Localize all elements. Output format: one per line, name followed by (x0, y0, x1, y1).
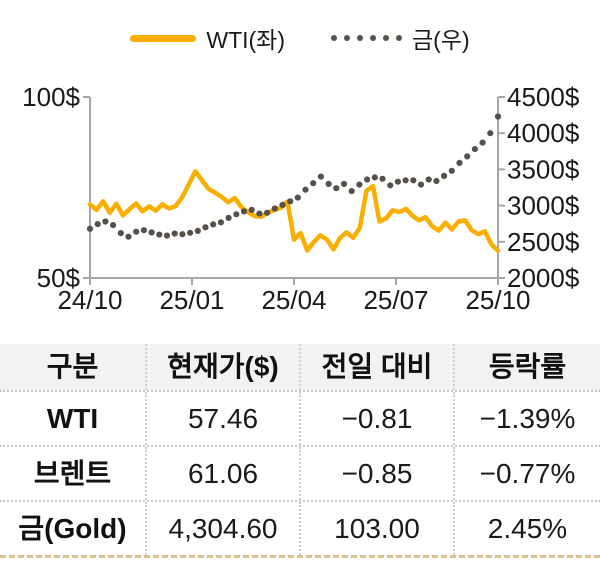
gold-dot (117, 230, 124, 237)
right-axis-label: 2500$ (507, 227, 580, 257)
legend-item-gold: 금(우) (331, 21, 470, 55)
wti-change-cell: −0.81 (299, 392, 453, 445)
left-axis-label: 50$ (37, 263, 81, 293)
table-row-brent: 브렌트 61.06 −0.85 −0.77% (0, 445, 600, 500)
wti-line-swatch (130, 34, 197, 42)
gold-dot (302, 186, 309, 193)
gold-dot (279, 201, 286, 208)
gold-dot (125, 233, 132, 240)
legend-item-wti: WTI(좌) (130, 21, 285, 55)
gold-dot (171, 230, 178, 237)
gold-dot (287, 198, 294, 205)
right-axis-label: 2000$ (507, 263, 580, 293)
table-row-wti: WTI 57.46 −0.81 −1.39% (0, 390, 600, 445)
brent-name-cell: 브렌트 (33, 457, 112, 489)
gold-dots-series (86, 113, 502, 240)
x-tick-label: 25/01 (159, 285, 224, 315)
gold-dot (271, 205, 278, 212)
legend-wti-label: WTI(좌) (206, 27, 285, 53)
table-row-gold: 금(Gold) 4,304.60 103.00 2.45% (0, 500, 600, 555)
commodity-price-chart: 24/10 25/01 25/04 25/07 25/10 100$ 50$ 4500$ 400… (22, 82, 580, 315)
wti-price-cell: 57.46 (145, 392, 299, 445)
gold-name-cell: 금(Gold) (18, 512, 127, 544)
y-axis-left (83, 96, 91, 279)
right-axis-label: 3500$ (507, 154, 580, 184)
legend-gold-label: 금(우) (412, 27, 470, 53)
gold-dot (471, 146, 478, 153)
gold-dot (210, 221, 217, 228)
gold-dot (102, 218, 109, 225)
gold-dot (294, 194, 301, 201)
gold-dot (225, 214, 232, 221)
gold-dot (356, 181, 363, 188)
x-tick-label: 25/10 (465, 285, 530, 315)
gold-dot (402, 177, 409, 184)
gold-dot (333, 185, 340, 192)
gold-dot (110, 222, 117, 229)
gold-dot (94, 221, 101, 228)
gold-dot (317, 173, 324, 180)
gold-dot (410, 177, 417, 184)
brent-change-rate-cell: −0.77% (453, 447, 600, 500)
brent-price-cell: 61.06 (145, 447, 299, 500)
gold-dot (494, 113, 502, 120)
chart-legend: WTI(좌) 금(우) (0, 22, 600, 54)
gold-dot (86, 225, 94, 232)
x-tick-label: 24/10 (57, 285, 122, 315)
gold-dot (425, 176, 432, 183)
gold-dot (194, 227, 201, 234)
gold-dot (233, 211, 240, 218)
left-axis-label: 100$ (22, 82, 80, 112)
x-tick-label: 25/07 (363, 285, 428, 315)
gold-dot (479, 139, 486, 146)
gold-dot (202, 224, 209, 231)
gold-dot (256, 210, 263, 217)
gold-dot (379, 175, 386, 182)
right-axis-label: 4500$ (507, 82, 580, 112)
gold-dot (456, 159, 463, 166)
gold-dot (325, 180, 332, 187)
table-header-daily-change: 전일 대비 (299, 344, 453, 390)
gold-dot (148, 229, 155, 236)
gold-dot (264, 209, 271, 216)
gold-change-rate-cell: 2.45% (453, 502, 600, 555)
gold-dots-swatch (331, 35, 402, 41)
right-axis-label: 4000$ (507, 118, 580, 148)
gold-dot (433, 177, 440, 185)
gold-dot (163, 232, 171, 239)
wti-change-rate-cell: −1.39% (453, 392, 600, 445)
gold-dot (441, 172, 448, 179)
gold-dot (487, 130, 494, 137)
x-tick-label: 25/04 (261, 285, 326, 315)
gold-dot (394, 178, 401, 185)
table-header-category: 구분 (0, 344, 145, 390)
gold-dot (133, 228, 140, 235)
right-axis-label: 3000$ (507, 191, 580, 221)
gold-dot (348, 188, 355, 195)
gold-dot (448, 167, 455, 174)
brent-change-cell: −0.85 (299, 447, 453, 500)
gold-dot (217, 219, 224, 226)
gold-dot (371, 174, 378, 181)
gold-dot (387, 182, 394, 189)
gold-dot (248, 206, 255, 213)
gold-dot (179, 231, 186, 238)
gold-dot (310, 180, 317, 187)
gold-dot (240, 208, 248, 215)
gold-price-cell: 4,304.60 (145, 502, 299, 555)
price-table: 구분 현재가($) 전일 대비 등락률 WTI 57.46 −0.81 −1.3… (0, 344, 600, 558)
gold-dot (364, 176, 371, 183)
table-header-change-rate: 등락률 (453, 344, 600, 390)
gold-dot (464, 153, 471, 160)
gold-dot (187, 229, 194, 236)
gold-dot (156, 231, 163, 238)
wti-line-series (87, 168, 501, 254)
wti-name-cell: WTI (46, 402, 99, 434)
table-header-current-price: 현재가($) (145, 344, 299, 390)
gold-dot (417, 181, 425, 188)
gold-dot (140, 227, 147, 234)
gold-dot (340, 180, 348, 187)
gold-change-cell: 103.00 (299, 502, 453, 555)
table-header-row: 구분 현재가($) 전일 대비 등락률 (0, 344, 600, 390)
